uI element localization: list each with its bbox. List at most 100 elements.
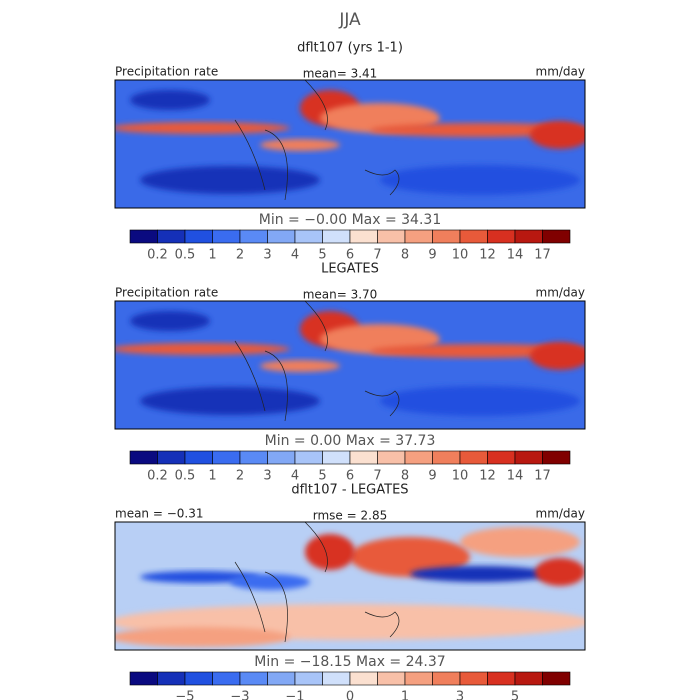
colorbar-label: 1 <box>208 469 216 484</box>
colorbar-box <box>322 229 351 244</box>
left-label: Precipitation rate <box>115 286 218 300</box>
colorbar-box <box>294 671 323 686</box>
colorbar-box <box>459 450 488 465</box>
colorbar-label: 6 <box>346 248 354 263</box>
colorbar-box <box>349 671 378 686</box>
colorbar-label: 4 <box>291 248 299 263</box>
colorbar-label: 14 <box>507 248 524 263</box>
colorbar-label: −5 <box>175 690 194 700</box>
colorbar-box <box>487 229 516 244</box>
map-blob <box>115 627 290 647</box>
colorbar-label: 0.5 <box>175 469 196 484</box>
colorbar-box <box>542 450 571 465</box>
unit-label: mm/day <box>536 286 586 300</box>
map-frame <box>114 300 586 430</box>
colorbar-label: 7 <box>373 469 381 484</box>
map-blob <box>410 566 550 582</box>
range-label: Min = 0.00 Max = 37.73 <box>265 433 436 449</box>
colorbar-box <box>157 671 186 686</box>
colorbar-box <box>239 671 268 686</box>
map-field <box>115 80 585 208</box>
colorbar-box <box>184 229 213 244</box>
map <box>114 79 586 209</box>
map-blob <box>140 387 320 415</box>
colorbar-label: 4 <box>291 469 299 484</box>
colorbar-box <box>514 450 543 465</box>
map-field <box>115 301 585 429</box>
colorbar-box <box>432 450 461 465</box>
map-blob <box>535 558 585 586</box>
stat-label: rmse = 2.85 <box>313 509 387 523</box>
map-blob <box>460 527 580 557</box>
colorbar-label: 9 <box>428 248 436 263</box>
left-label: Precipitation rate <box>115 65 218 79</box>
colorbar-box <box>129 671 158 686</box>
colorbar-box <box>487 671 516 686</box>
map-blob <box>230 574 310 590</box>
colorbar-box <box>349 229 378 244</box>
colorbar-label: 0.2 <box>147 469 168 484</box>
colorbar-label: 5 <box>318 469 326 484</box>
range-label: Min = −18.15 Max = 24.37 <box>254 654 445 670</box>
colorbar-label: 17 <box>534 248 551 263</box>
panel-title: dflt107 (yrs 1-1) <box>297 41 403 56</box>
colorbar-box <box>514 229 543 244</box>
colorbar-label: 10 <box>452 469 469 484</box>
panel-title: LEGATES <box>321 262 379 277</box>
panel-title: dflt107 - LEGATES <box>291 483 408 498</box>
colorbar-box <box>349 450 378 465</box>
colorbar-label: 3 <box>456 690 464 700</box>
colorbar-box <box>157 229 186 244</box>
colorbar-label: 5 <box>318 248 326 263</box>
colorbar-box <box>514 671 543 686</box>
colorbar-label: 9 <box>428 469 436 484</box>
map <box>114 300 586 430</box>
unit-label: mm/day <box>536 65 586 79</box>
colorbar-box <box>239 450 268 465</box>
colorbar-box <box>404 229 433 244</box>
colorbar-box <box>157 450 186 465</box>
colorbar-box <box>404 450 433 465</box>
map-blob <box>350 537 470 577</box>
colorbar-label: 0.5 <box>175 248 196 263</box>
map-frame <box>114 79 586 209</box>
colorbar-label: 14 <box>507 469 524 484</box>
colorbar-label: 2 <box>236 469 244 484</box>
colorbar-box <box>239 229 268 244</box>
colorbar-label: −3 <box>230 690 249 700</box>
map-blob <box>530 342 585 370</box>
colorbar-box <box>542 229 571 244</box>
stat-label: mean= 3.41 <box>303 67 378 81</box>
colorbar-box <box>542 671 571 686</box>
colorbar-label: 5 <box>511 690 519 700</box>
left-label: mean = −0.31 <box>115 507 204 521</box>
map-blob <box>380 165 580 195</box>
colorbar-label: 2 <box>236 248 244 263</box>
colorbar-box <box>267 450 296 465</box>
map-blob <box>140 166 320 194</box>
colorbar-label: 0.2 <box>147 248 168 263</box>
colorbar-box <box>322 450 351 465</box>
map-frame <box>114 521 586 651</box>
map-blob <box>305 534 355 570</box>
map-blob <box>530 121 585 149</box>
colorbar-box <box>212 671 241 686</box>
coastline <box>234 80 400 201</box>
colorbar-box <box>184 450 213 465</box>
colorbar-box <box>322 671 351 686</box>
colorbar-box <box>432 671 461 686</box>
colorbar-box <box>267 229 296 244</box>
map-blob <box>380 386 580 416</box>
colorbar-box <box>212 450 241 465</box>
colorbar-label: 8 <box>401 248 409 263</box>
colorbar-box <box>377 450 406 465</box>
map-blob <box>130 311 210 331</box>
range-label: Min = −0.00 Max = 34.31 <box>259 212 441 228</box>
colorbar-label: 12 <box>479 469 496 484</box>
map-blob <box>140 571 260 583</box>
map-blob <box>260 360 340 372</box>
colorbar-label: 1 <box>401 690 409 700</box>
colorbar-label: 3 <box>263 469 271 484</box>
colorbar-box <box>377 671 406 686</box>
